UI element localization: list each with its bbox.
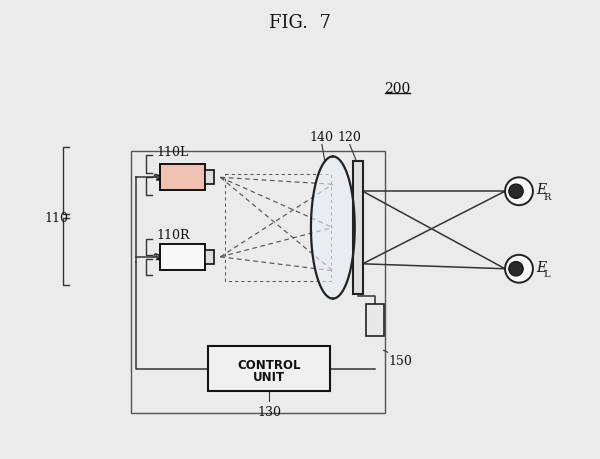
- Text: CONTROL: CONTROL: [238, 358, 301, 371]
- FancyBboxPatch shape: [205, 171, 214, 185]
- Text: 110L: 110L: [157, 146, 189, 159]
- Circle shape: [505, 255, 533, 283]
- Text: L: L: [544, 269, 550, 279]
- Text: E: E: [536, 183, 546, 197]
- FancyBboxPatch shape: [208, 347, 330, 391]
- Text: 150: 150: [389, 354, 412, 368]
- FancyBboxPatch shape: [365, 304, 383, 336]
- Polygon shape: [311, 157, 355, 299]
- Text: 140: 140: [310, 130, 334, 143]
- Text: 130: 130: [257, 405, 281, 418]
- FancyBboxPatch shape: [205, 250, 214, 264]
- Text: 120: 120: [338, 130, 362, 143]
- Circle shape: [509, 262, 523, 276]
- Circle shape: [509, 185, 523, 199]
- Text: UNIT: UNIT: [253, 370, 285, 383]
- Text: FIG.  7: FIG. 7: [269, 14, 331, 32]
- Text: R: R: [544, 192, 551, 201]
- FancyBboxPatch shape: [353, 162, 363, 294]
- Text: 110: 110: [44, 211, 68, 224]
- Circle shape: [505, 178, 533, 206]
- Text: E: E: [536, 260, 546, 274]
- Text: 200: 200: [385, 82, 410, 95]
- FancyBboxPatch shape: [160, 244, 205, 270]
- FancyBboxPatch shape: [160, 165, 205, 191]
- Text: 110R: 110R: [157, 229, 190, 242]
